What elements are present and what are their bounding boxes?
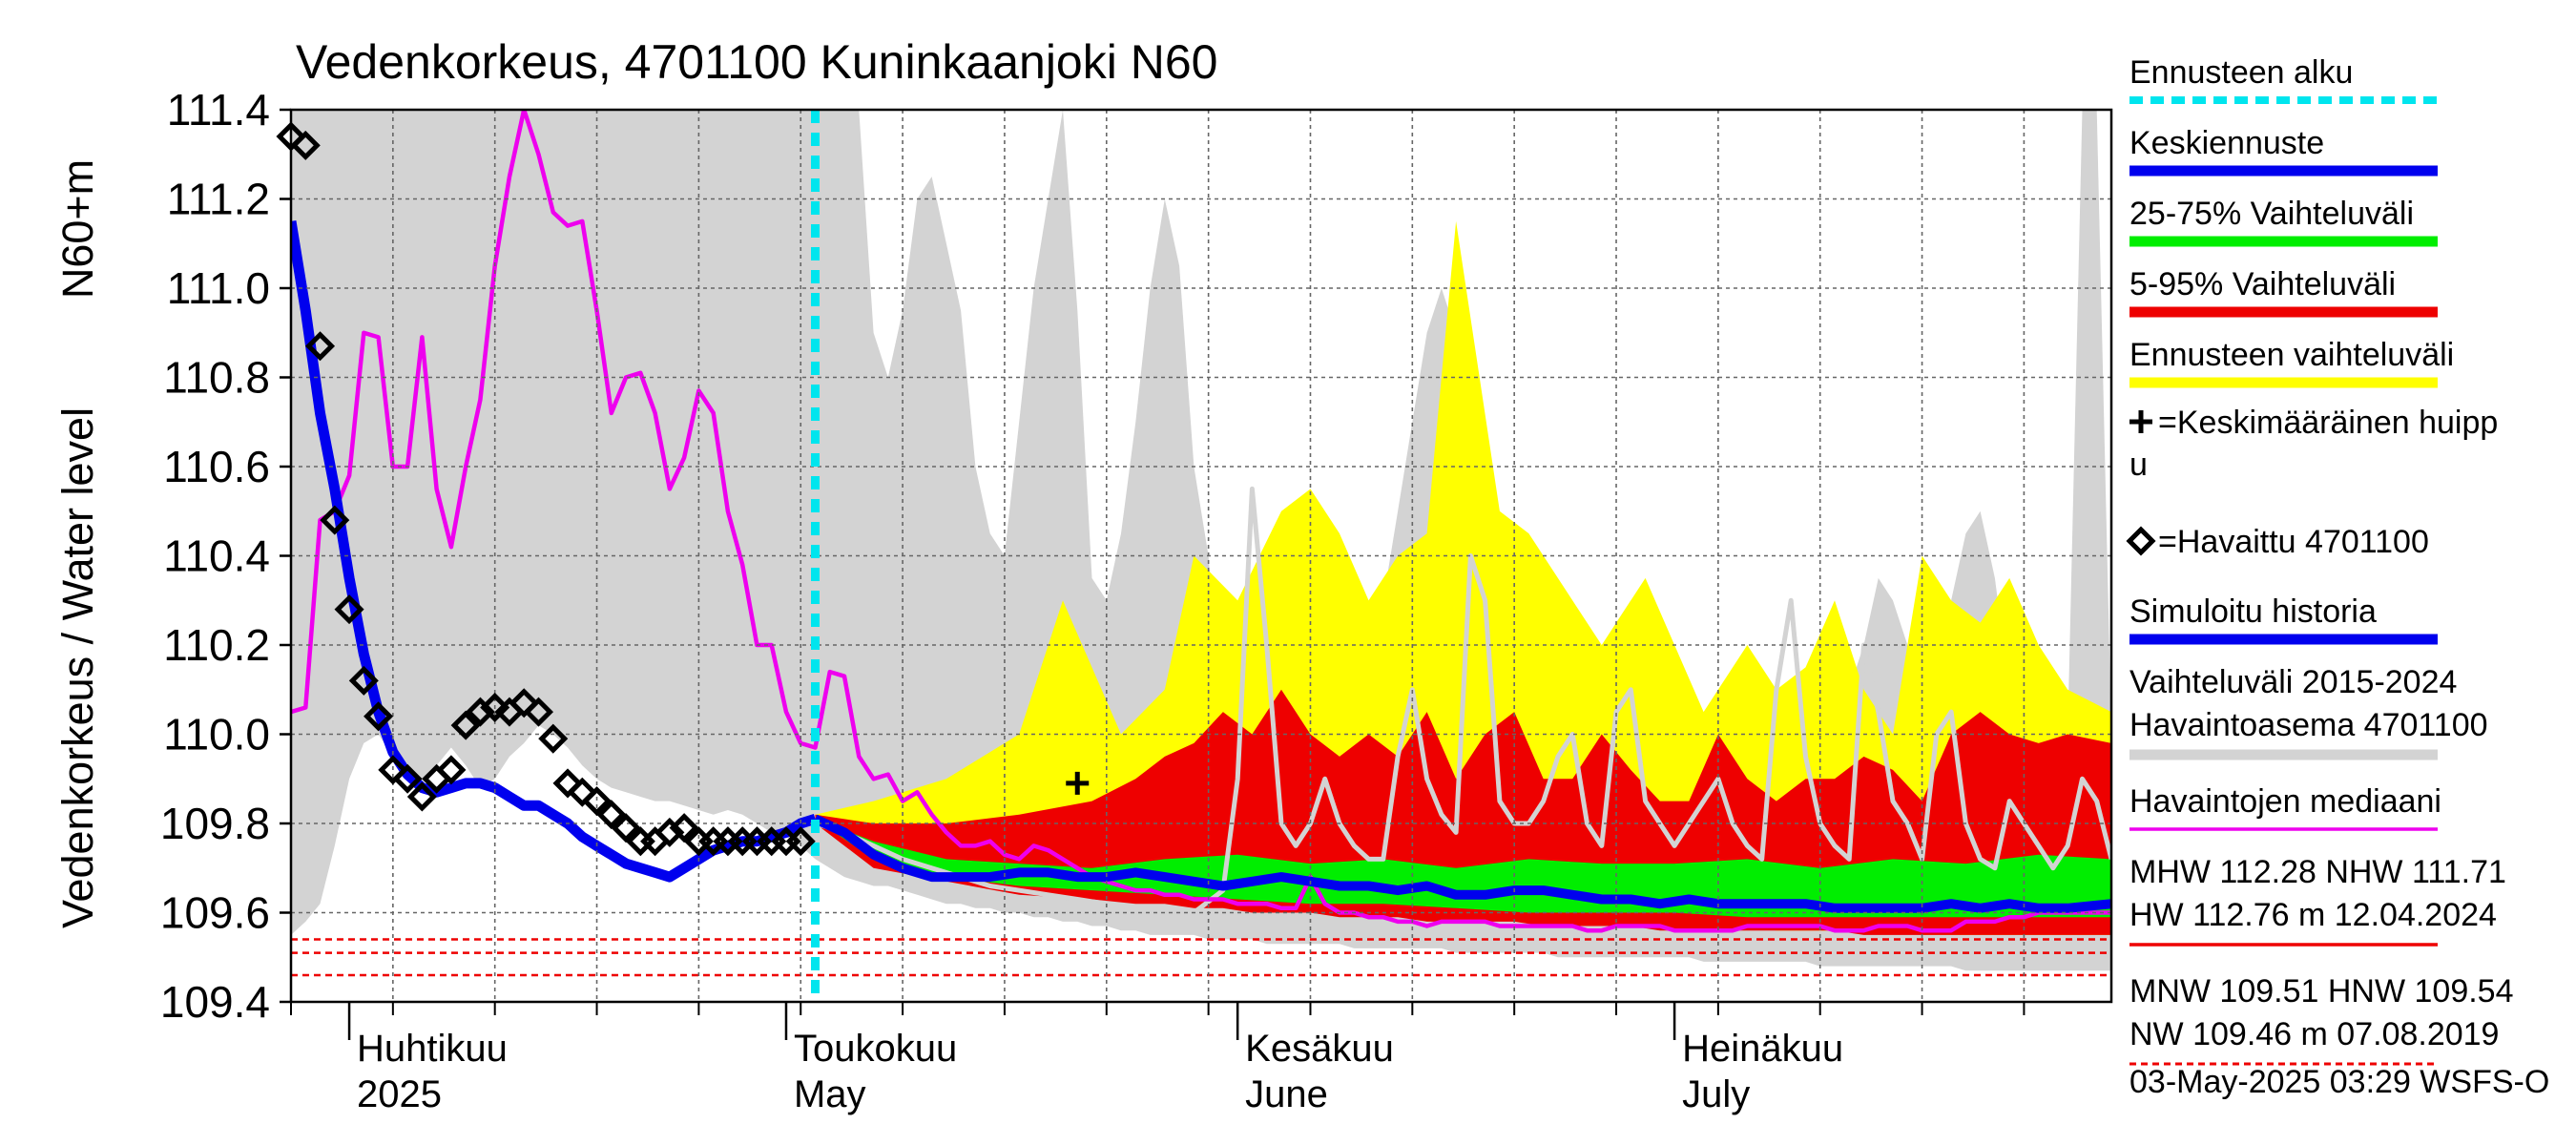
legend-label-line2: Havaintoasema 4701100 [2129, 707, 2488, 743]
observed-point [320, 505, 350, 535]
observed-point [392, 763, 423, 794]
observed-point [596, 800, 627, 830]
observed-point [669, 813, 699, 843]
legend-label: Simuloitu historia [2129, 593, 2377, 630]
y-tick-label: 111.0 [167, 263, 270, 313]
band-25-75-vaihteluv-li [815, 819, 2111, 918]
observed-point [304, 331, 336, 362]
y-tick-label: 111.2 [167, 175, 270, 224]
y-axis-label: Vedenkorkeus / Water level [53, 407, 102, 928]
month-label: Kesäkuu [1245, 1028, 1394, 1070]
observed-point [654, 817, 685, 847]
legend-label: MHW 112.28 NHW 111.71 [2129, 854, 2506, 890]
legend-label: Havaintojen mediaani [2129, 783, 2441, 820]
legend-label: =Keskimääräinen huipp [2158, 405, 2498, 441]
observed-point [364, 701, 394, 732]
legend-label: 25-75% Vaihteluväli [2129, 196, 2414, 232]
legend-swatch-diamond [2126, 526, 2156, 556]
observed-point [785, 826, 816, 857]
legend-label-line2: u [2129, 447, 2148, 483]
plot-area [276, 109, 2111, 1003]
observed-point [436, 755, 467, 785]
series-havaintojen-mediaani [291, 110, 2111, 933]
legend-label: 5-95% Vaihteluväli [2129, 266, 2396, 302]
legend-label: Vaihteluväli 2015-2024 [2129, 664, 2457, 700]
observed-point [611, 813, 641, 843]
average-peak-marker [1066, 771, 1090, 795]
y-tick-label: 110.0 [163, 710, 270, 760]
observed-point [582, 786, 613, 817]
y-tick-label: 109.8 [160, 799, 270, 848]
series-simuloitu-historia [291, 220, 818, 883]
y-tick-label: 111.4 [167, 85, 270, 135]
legend-label: =Havaittu 4701100 [2158, 524, 2429, 560]
observed-point [538, 723, 569, 754]
y-tick-label: 110.2 [163, 620, 270, 670]
month-label: Heinäkuu [1682, 1028, 1843, 1070]
observed-point [480, 692, 510, 722]
observed-point [523, 697, 554, 727]
observed-point [406, 781, 437, 812]
y-tick-label: 110.4 [163, 531, 270, 581]
legend-swatch-plus [2129, 410, 2152, 433]
month-label: Toukokuu [794, 1028, 957, 1070]
month-label-secondary: 2025 [357, 1073, 442, 1115]
legend-label: MNW 109.51 HNW 109.54 [2129, 973, 2514, 1010]
series-keskiennuste [813, 814, 2111, 913]
legend: Ennusteen alku Keskiennuste 25-75% Vaihtel… [2126, 54, 2514, 1066]
observed-point [334, 594, 364, 625]
y-tick-label: 110.8 [163, 353, 270, 403]
observed-point [509, 688, 539, 718]
y-axis-unit: N60+m [53, 159, 102, 299]
observed-point [290, 130, 321, 160]
observed-point [567, 777, 597, 807]
chart-title: Vedenkorkeus, 4701100 Kuninkaanjoki N60 [296, 35, 1217, 89]
month-label-secondary: May [794, 1073, 866, 1115]
footer-timestamp: 03-May-2025 03:29 WSFS-O [2129, 1064, 2549, 1100]
y-tick-label: 110.6 [163, 442, 270, 491]
observed-point [552, 768, 583, 799]
legend-label-line2: NW 109.46 m 07.08.2019 [2129, 1016, 2499, 1052]
month-label: Huhtikuu [357, 1028, 508, 1070]
month-label-secondary: June [1245, 1073, 1328, 1115]
observed-point [465, 697, 495, 727]
legend-label: Ennusteen alku [2129, 54, 2353, 91]
observed-point [378, 755, 408, 785]
legend-label: Keskiennuste [2129, 125, 2324, 161]
legend-label: Ennusteen vaihteluväli [2129, 337, 2454, 373]
y-tick-label: 109.6 [160, 888, 270, 938]
y-tick-label: 109.4 [160, 977, 270, 1027]
legend-label-line2: HW 112.76 m 12.04.2024 [2129, 897, 2497, 933]
month-label-secondary: July [1682, 1073, 1750, 1115]
axes: 109.4 109.6 109.8 110.0 110.2 110.4 110.6 110.8… [160, 85, 2113, 1115]
plot-clip [291, 110, 2111, 977]
observed-point [450, 710, 481, 740]
observed-point [348, 665, 379, 696]
band-ennusteen-vaihteluv-li [815, 220, 2111, 935]
